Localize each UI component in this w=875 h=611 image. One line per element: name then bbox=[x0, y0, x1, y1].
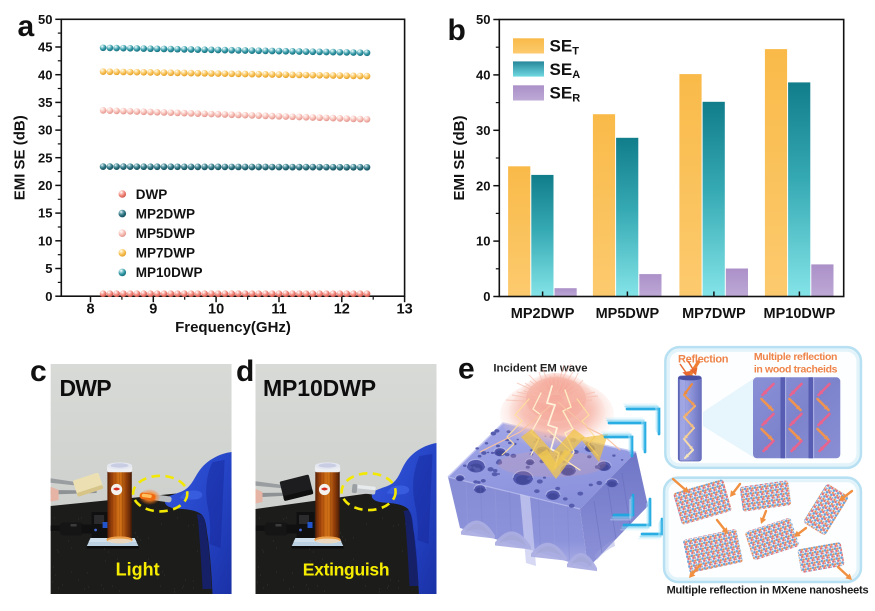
svg-text:MP7DWP: MP7DWP bbox=[682, 306, 746, 322]
svg-text:Multiple reflection in MXene n: Multiple reflection in MXene nanosheets bbox=[667, 585, 869, 597]
svg-text:40: 40 bbox=[476, 68, 490, 83]
svg-text:10: 10 bbox=[208, 302, 224, 318]
svg-text:a: a bbox=[18, 10, 35, 43]
svg-text:20: 20 bbox=[38, 178, 52, 193]
svg-text:MP5DWP: MP5DWP bbox=[596, 306, 660, 322]
svg-text:0: 0 bbox=[483, 289, 490, 304]
svg-text:30: 30 bbox=[38, 123, 52, 138]
svg-text:8: 8 bbox=[86, 302, 94, 318]
svg-text:Frequency(GHz): Frequency(GHz) bbox=[175, 319, 291, 336]
svg-text:9: 9 bbox=[149, 302, 157, 318]
svg-text:10: 10 bbox=[38, 233, 52, 248]
svg-text:c: c bbox=[30, 355, 47, 388]
svg-text:EMI SE (dB): EMI SE (dB) bbox=[12, 115, 29, 200]
svg-text:35: 35 bbox=[38, 95, 52, 110]
svg-text:12: 12 bbox=[334, 302, 350, 318]
svg-text:DWP: DWP bbox=[60, 375, 112, 401]
svg-text:45: 45 bbox=[38, 40, 52, 55]
svg-text:SET: SET bbox=[550, 37, 580, 58]
svg-text:15: 15 bbox=[38, 206, 52, 221]
svg-text:MP7DWP: MP7DWP bbox=[136, 246, 195, 261]
svg-text:MP5DWP: MP5DWP bbox=[136, 226, 195, 241]
svg-text:30: 30 bbox=[476, 123, 490, 138]
svg-text:50: 50 bbox=[476, 12, 490, 27]
svg-text:MP10DWP: MP10DWP bbox=[263, 375, 376, 401]
svg-text:11: 11 bbox=[271, 302, 286, 318]
svg-text:in wood tracheids: in wood tracheids bbox=[754, 364, 838, 376]
svg-text:Light: Light bbox=[116, 560, 160, 580]
svg-text:25: 25 bbox=[38, 150, 52, 165]
svg-text:13: 13 bbox=[397, 302, 413, 318]
svg-text:20: 20 bbox=[476, 178, 490, 193]
svg-text:MP2DWP: MP2DWP bbox=[136, 206, 195, 221]
svg-text:d: d bbox=[236, 355, 254, 388]
svg-text:DWP: DWP bbox=[136, 187, 168, 202]
svg-text:MP10DWP: MP10DWP bbox=[136, 265, 203, 280]
svg-text:40: 40 bbox=[38, 67, 52, 82]
svg-text:b: b bbox=[448, 14, 466, 47]
svg-text:50: 50 bbox=[38, 12, 52, 27]
svg-text:10: 10 bbox=[476, 234, 490, 249]
svg-text:5: 5 bbox=[45, 261, 52, 276]
svg-text:Extinguish: Extinguish bbox=[303, 560, 389, 580]
svg-text:MP2DWP: MP2DWP bbox=[511, 306, 575, 322]
svg-text:e: e bbox=[458, 353, 475, 386]
svg-text:Multiple reflection: Multiple reflection bbox=[754, 351, 837, 363]
svg-text:EMI SE (dB): EMI SE (dB) bbox=[451, 115, 468, 200]
svg-text:Reflection: Reflection bbox=[678, 354, 729, 366]
svg-text:0: 0 bbox=[45, 289, 52, 304]
svg-text:Incident EM wave: Incident EM wave bbox=[493, 363, 587, 375]
svg-text:MP10DWP: MP10DWP bbox=[764, 306, 836, 322]
